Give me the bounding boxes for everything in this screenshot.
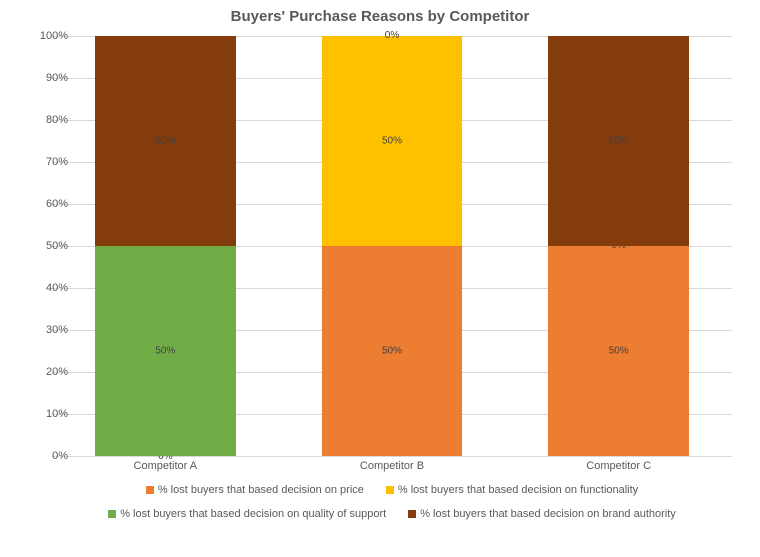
- x-axis-label: Competitor C: [505, 460, 732, 472]
- y-tick-label: 40%: [24, 282, 68, 294]
- bar-slot: 50%50%0%: [279, 36, 506, 456]
- legend-item: % lost buyers that based decision on fun…: [386, 484, 638, 496]
- bar-segment-label: 50%: [609, 346, 629, 357]
- bar-segment-label: 50%: [155, 346, 175, 357]
- x-axis-label: Competitor A: [52, 460, 279, 472]
- y-tick-label: 90%: [24, 72, 68, 84]
- bar-segment-brand_authority: 50%: [95, 36, 236, 246]
- chart-container: Buyers' Purchase Reasons by Competitor 0…: [0, 0, 760, 557]
- y-tick-label: 30%: [24, 324, 68, 336]
- chart-title: Buyers' Purchase Reasons by Competitor: [0, 0, 760, 25]
- bar-segment-price: 50%: [548, 246, 689, 456]
- zero-value-label: 0%: [385, 30, 399, 41]
- bar-segment-label: 50%: [382, 136, 402, 147]
- legend-label: % lost buyers that based decision on qua…: [120, 508, 386, 520]
- bar-segment-brand_authority: 50%: [548, 36, 689, 246]
- plot-area: 0%50%50%50%50%0%50%0%50%: [52, 36, 732, 456]
- bars: 0%50%50%50%50%0%50%0%50%: [52, 36, 732, 456]
- x-axis-label: Competitor B: [279, 460, 506, 472]
- legend-item: % lost buyers that based decision on pri…: [146, 484, 364, 496]
- bar: 50%0%50%: [548, 36, 689, 456]
- y-tick-label: 20%: [24, 366, 68, 378]
- bar: 50%50%0%: [322, 36, 463, 456]
- bar-segment-label: 50%: [155, 136, 175, 147]
- legend-swatch: [386, 486, 394, 494]
- legend-swatch: [146, 486, 154, 494]
- bar: 0%50%50%: [95, 36, 236, 456]
- legend-label: % lost buyers that based decision on bra…: [420, 508, 676, 520]
- y-tick-label: 50%: [24, 240, 68, 252]
- bar-segment-label: 50%: [382, 346, 402, 357]
- legend-item: % lost buyers that based decision on qua…: [108, 508, 386, 520]
- bar-segment-functionality: 50%: [322, 36, 463, 246]
- legend-item: % lost buyers that based decision on bra…: [408, 508, 676, 520]
- legend-swatch: [408, 510, 416, 518]
- legend-swatch: [108, 510, 116, 518]
- legend-label: % lost buyers that based decision on pri…: [158, 484, 364, 496]
- x-axis-labels: Competitor ACompetitor BCompetitor C: [52, 460, 732, 472]
- y-tick-label: 60%: [24, 198, 68, 210]
- y-tick-label: 80%: [24, 114, 68, 126]
- bar-segment-price: 50%: [322, 246, 463, 456]
- y-tick-label: 70%: [24, 156, 68, 168]
- legend: % lost buyers that based decision on pri…: [52, 484, 732, 520]
- y-tick-label: 10%: [24, 408, 68, 420]
- bar-slot: 0%50%50%: [52, 36, 279, 456]
- gridline: [52, 456, 732, 457]
- bar-segment-quality_of_support: 50%: [95, 246, 236, 456]
- bar-slot: 50%0%50%: [505, 36, 732, 456]
- bar-segment-label: 50%: [609, 136, 629, 147]
- y-tick-label: 100%: [24, 30, 68, 42]
- legend-label: % lost buyers that based decision on fun…: [398, 484, 638, 496]
